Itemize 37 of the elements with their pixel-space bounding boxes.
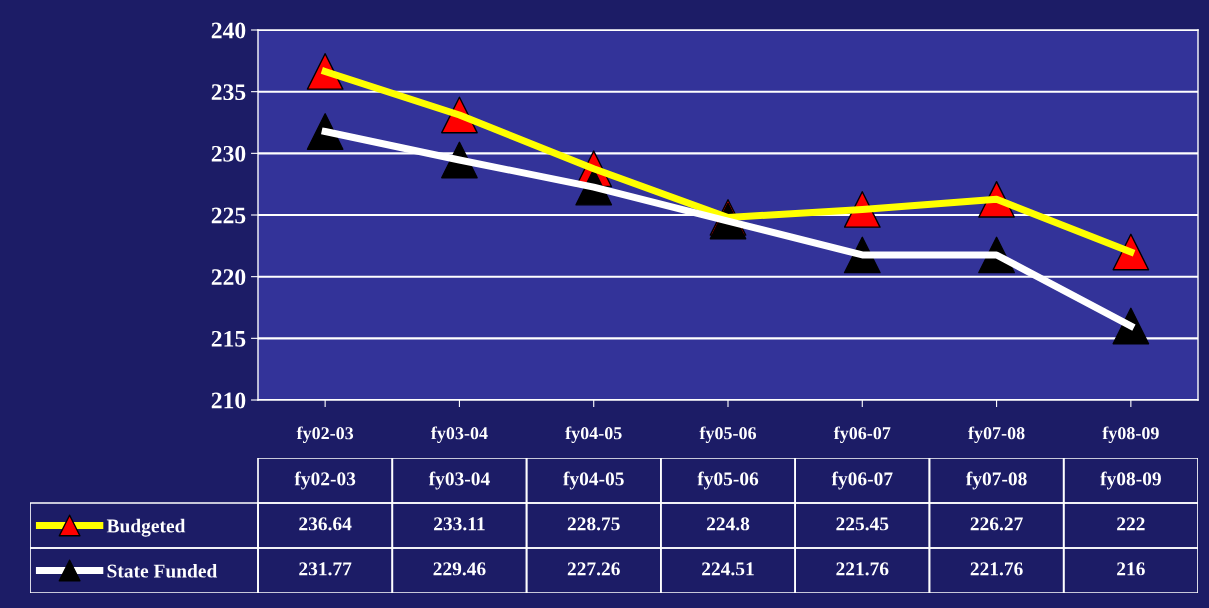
x-tick-label: fy06-07	[833, 426, 891, 443]
data-label: 228.75	[567, 517, 620, 531]
data-label: 216	[1117, 562, 1145, 576]
category-label: fy03-04	[428, 471, 490, 490]
data-label: 229.46	[433, 562, 486, 576]
data-label: 227.26	[567, 562, 620, 576]
data-label: 221.76	[836, 562, 889, 576]
y-tick-label: 220	[211, 269, 246, 286]
data-label: 231.77	[299, 562, 352, 576]
data-label: 224.51	[702, 562, 754, 576]
x-tick-label: fy02-03	[296, 426, 354, 443]
x-tick-label: fy04-05	[565, 426, 622, 443]
x-tick-label: fy05-06	[699, 426, 757, 443]
y-tick-label: 215	[211, 330, 246, 347]
data-label: 222	[1117, 517, 1145, 531]
y-tick-label: 230	[211, 145, 246, 162]
y-tick-label: 210	[211, 392, 246, 409]
data-label: 225.45	[836, 517, 889, 531]
x-tick-label: fy03-04	[430, 426, 488, 443]
y-tick-label: 240	[211, 22, 246, 39]
x-tick-label: fy08-09	[1102, 426, 1159, 443]
legend-label: Budgeted	[106, 518, 186, 537]
data-label: 221.76	[970, 562, 1023, 576]
x-tick-label: fy07-08	[968, 426, 1025, 443]
data-label: 236.64	[299, 517, 352, 531]
data-label: 226.27	[970, 517, 1023, 531]
y-tick-label: 235	[211, 84, 246, 101]
legend-label: State Funded	[107, 563, 218, 578]
y-tick-label: 225	[211, 207, 246, 224]
category-label: fy04-05	[563, 471, 624, 490]
data-label: 233.11	[434, 517, 485, 531]
category-label: fy08-09	[1100, 471, 1161, 490]
category-label: fy05-06	[697, 471, 759, 490]
data-label: 224.8	[706, 517, 750, 531]
category-label: fy07-08	[965, 471, 1027, 490]
category-label: fy06-07	[831, 471, 893, 490]
category-label: fy02-03	[294, 471, 356, 490]
